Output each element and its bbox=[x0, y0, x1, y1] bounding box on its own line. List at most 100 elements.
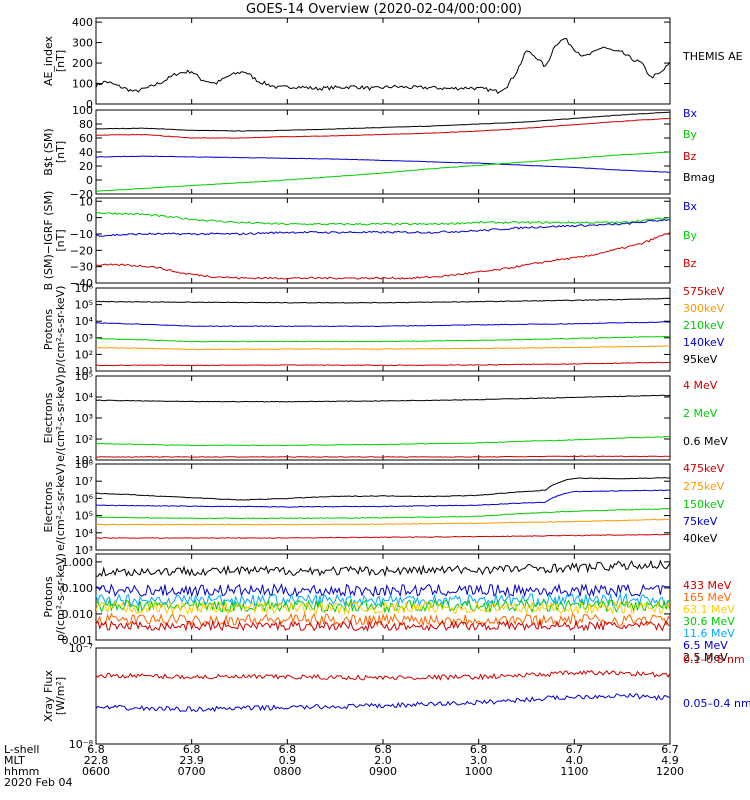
y-tick-label: 10⁶ bbox=[75, 492, 94, 505]
x-row-label: hhmm bbox=[4, 765, 39, 778]
series-line bbox=[96, 321, 670, 328]
x-tick-label: 6.7 bbox=[566, 743, 584, 756]
y-tick-label: 10⁵ bbox=[75, 510, 93, 523]
x-tick-label: 0800 bbox=[273, 765, 301, 778]
series-line bbox=[96, 297, 670, 304]
y-tick-label: 10⁻⁸ bbox=[69, 738, 94, 751]
series-line bbox=[96, 231, 670, 280]
legend-entry: 300keV bbox=[683, 302, 725, 315]
y-tick-label: 10⁴ bbox=[75, 391, 94, 404]
y-tick-label: 200 bbox=[72, 57, 93, 70]
series-line bbox=[96, 345, 670, 351]
y-tick-label: 400 bbox=[72, 16, 93, 29]
y-axis-label: B$t (SM) bbox=[42, 128, 55, 175]
x-row-label: L-shell bbox=[4, 743, 40, 756]
y-tick-label: 10² bbox=[75, 433, 93, 446]
series-line bbox=[96, 533, 670, 539]
y-axis-label: AE_index bbox=[42, 35, 55, 86]
y-axis-label: [W/m²] bbox=[54, 677, 67, 715]
x-tick-label: 6.8 bbox=[183, 743, 201, 756]
y-axis-label: e/(cm²-s-sr-keV) bbox=[54, 374, 67, 462]
series-line bbox=[96, 583, 670, 598]
series-line bbox=[96, 612, 670, 628]
y-tick-label: 300 bbox=[72, 37, 93, 50]
panel-3: −40 −30 −20 −10 0 10 B (SM)−IGRF (SM) [nT] Bx By B… bbox=[42, 191, 698, 291]
y-tick-label: 0.010 bbox=[62, 608, 94, 621]
series-line bbox=[96, 476, 670, 501]
y-tick-label: 20 bbox=[79, 160, 93, 173]
y-tick-label: 0 bbox=[86, 212, 93, 225]
legend-entry: 2.5 MeV bbox=[683, 651, 728, 664]
series-line bbox=[96, 692, 670, 713]
y-tick-label: 100 bbox=[72, 104, 93, 117]
panel-frame bbox=[95, 553, 671, 641]
y-tick-label: 10⁻⁷ bbox=[69, 642, 93, 655]
y-tick-label: 10⁴ bbox=[75, 315, 94, 328]
y-tick-label: 10⁴ bbox=[75, 527, 94, 540]
panel-1: 0 100 200 300 400 AE_index [nT] THEMIS AE bbox=[42, 16, 743, 111]
x-row-label: MLT bbox=[4, 754, 25, 767]
series-line bbox=[96, 335, 670, 343]
y-tick-label: 10⁸ bbox=[75, 458, 94, 471]
x-tick-label: 6.8 bbox=[279, 743, 297, 756]
panel-8: 10⁻⁸ 10⁻⁷ Xray Flux [W/m²] 0.1–0.8 nm 0.05–0.… bbox=[42, 642, 750, 751]
series-line bbox=[96, 669, 670, 681]
x-tick-label: 6.8 bbox=[470, 743, 488, 756]
y-tick-label: 0.100 bbox=[62, 582, 94, 595]
series-line bbox=[96, 435, 670, 447]
legend-entry: 150keV bbox=[683, 498, 725, 511]
y-axis-label: [nT] bbox=[54, 50, 67, 72]
x-tick-label: 1100 bbox=[560, 765, 588, 778]
legend-entry: 165 MeV bbox=[683, 591, 732, 604]
legend-entry: Bmag bbox=[683, 171, 715, 184]
y-tick-label: −30 bbox=[70, 261, 93, 274]
panel-5: 10¹ 10² 10³ 10⁴ 10⁵ Electrons e/(cm²-s-sr-keV)… bbox=[42, 370, 728, 467]
x-tick-label: 1200 bbox=[656, 765, 684, 778]
y-axis-label: B (SM)−IGRF (SM) bbox=[42, 191, 55, 291]
x-tick-label: 0600 bbox=[82, 765, 110, 778]
legend-entry: 4 MeV bbox=[683, 379, 718, 392]
y-tick-label: −40 bbox=[70, 277, 93, 290]
y-tick-label: 10 bbox=[79, 195, 93, 208]
figure-title: GOES-14 Overview (2020-02-04/00:00:00) bbox=[246, 2, 522, 17]
y-axis-label: Xray Flux bbox=[42, 670, 55, 722]
legend-entry: Bx bbox=[683, 200, 698, 213]
y-axis-label: Electrons bbox=[42, 392, 55, 443]
x-tick-label: 6.8 bbox=[374, 743, 392, 756]
x-tick-label: 6.7 bbox=[661, 743, 679, 756]
y-tick-label: 0.001 bbox=[62, 634, 94, 647]
legend-entry: 0.1–0.8 nm bbox=[683, 653, 745, 666]
y-tick-label: 80 bbox=[79, 118, 93, 131]
legend-entry: 0.05–0.4 nm bbox=[683, 697, 750, 710]
legend-entry: 6.5 MeV bbox=[683, 639, 728, 652]
series-line bbox=[96, 619, 670, 632]
y-tick-label: 10⁵ bbox=[75, 299, 93, 312]
panel-frame bbox=[95, 197, 671, 284]
y-axis-label: p/(cm²-s-sr-keV) bbox=[54, 286, 67, 374]
series-line bbox=[96, 211, 670, 226]
y-tick-label: 10³ bbox=[75, 544, 93, 557]
legend-entry: THEMIS AE bbox=[682, 50, 743, 63]
y-tick-label: 1.000 bbox=[62, 556, 94, 569]
y-tick-label: 0 bbox=[86, 98, 93, 111]
series-line bbox=[96, 155, 670, 173]
series-line bbox=[96, 507, 670, 520]
y-axis-label: [nT] bbox=[54, 229, 67, 251]
series-line bbox=[96, 592, 670, 608]
legend-entry: 75keV bbox=[683, 515, 718, 528]
series-line bbox=[96, 600, 670, 616]
series-line bbox=[96, 218, 670, 237]
y-tick-label: 40 bbox=[79, 146, 93, 159]
legend-entry: By bbox=[683, 229, 698, 242]
y-tick-label: −20 bbox=[70, 188, 93, 201]
x-date-label: 2020 Feb 04 bbox=[4, 776, 72, 789]
panel-frame bbox=[95, 647, 671, 745]
y-axis-label: Protons bbox=[42, 576, 55, 617]
y-tick-label: 100 bbox=[72, 78, 93, 91]
y-axis-label: Electrons bbox=[42, 481, 55, 532]
x-tick-label: 6.8 bbox=[87, 743, 105, 756]
x-tick-label: 4.0 bbox=[566, 754, 584, 767]
series-line bbox=[96, 598, 670, 614]
